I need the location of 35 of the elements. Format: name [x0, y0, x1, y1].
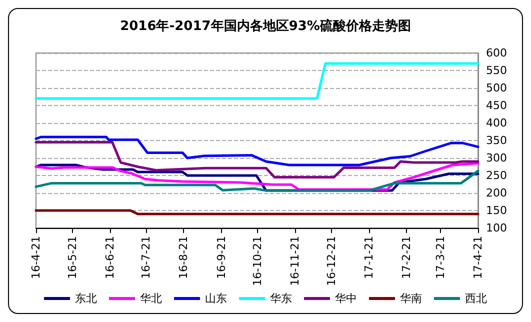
legend-label: 华中 [335, 292, 357, 305]
line-series [34, 170, 480, 192]
line-series [34, 141, 480, 178]
legend-label: 华东 [270, 292, 292, 305]
x-tick-label: 16-6-21 [103, 236, 116, 279]
legend-label: 山东 [205, 292, 227, 305]
x-tick-label: 17-2-21 [400, 236, 414, 279]
x-tick-label: 16-10-21 [251, 236, 264, 286]
y-tick-label: 250 [486, 169, 507, 182]
y-tick-label: 350 [486, 134, 507, 147]
line-series [34, 136, 480, 166]
y-tick-label: 400 [486, 116, 507, 130]
y-tick-label: 300 [486, 152, 507, 164]
x-tick-label: 16-5-21 [66, 236, 79, 279]
x-tick-label: 16-12-21 [324, 236, 338, 286]
y-tick-label: 200 [486, 186, 507, 200]
x-tick-label: 17-3-21 [434, 236, 447, 279]
y-tick-label: 450 [486, 99, 507, 112]
x-tick-label: 16-11-21 [288, 236, 302, 286]
x-tick-label: 16-9-21 [214, 236, 228, 279]
y-tick-label: 100 [486, 222, 507, 234]
legend-label: 华北 [140, 292, 162, 305]
x-tick-label: 16-4-21 [30, 236, 42, 279]
x-tick-label: 17-4-21 [472, 236, 484, 279]
x-tick-label: 17-1-21 [362, 236, 376, 279]
x-tick-label: 16-7-21 [140, 236, 153, 279]
y-tick-label: 550 [486, 64, 507, 77]
x-tick-label: 16-8-21 [177, 236, 190, 279]
legend-label: 西北 [465, 292, 487, 305]
y-tick-label: 500 [486, 82, 507, 94]
y-tick-label: 150 [486, 204, 507, 217]
chart-title: 2016年-2017年国内各地区93%硫酸价格走势图 [120, 18, 411, 34]
y-tick-label: 600 [486, 46, 507, 60]
legend-label: 华南 [400, 292, 422, 305]
legend-label: 东北 [75, 292, 97, 305]
